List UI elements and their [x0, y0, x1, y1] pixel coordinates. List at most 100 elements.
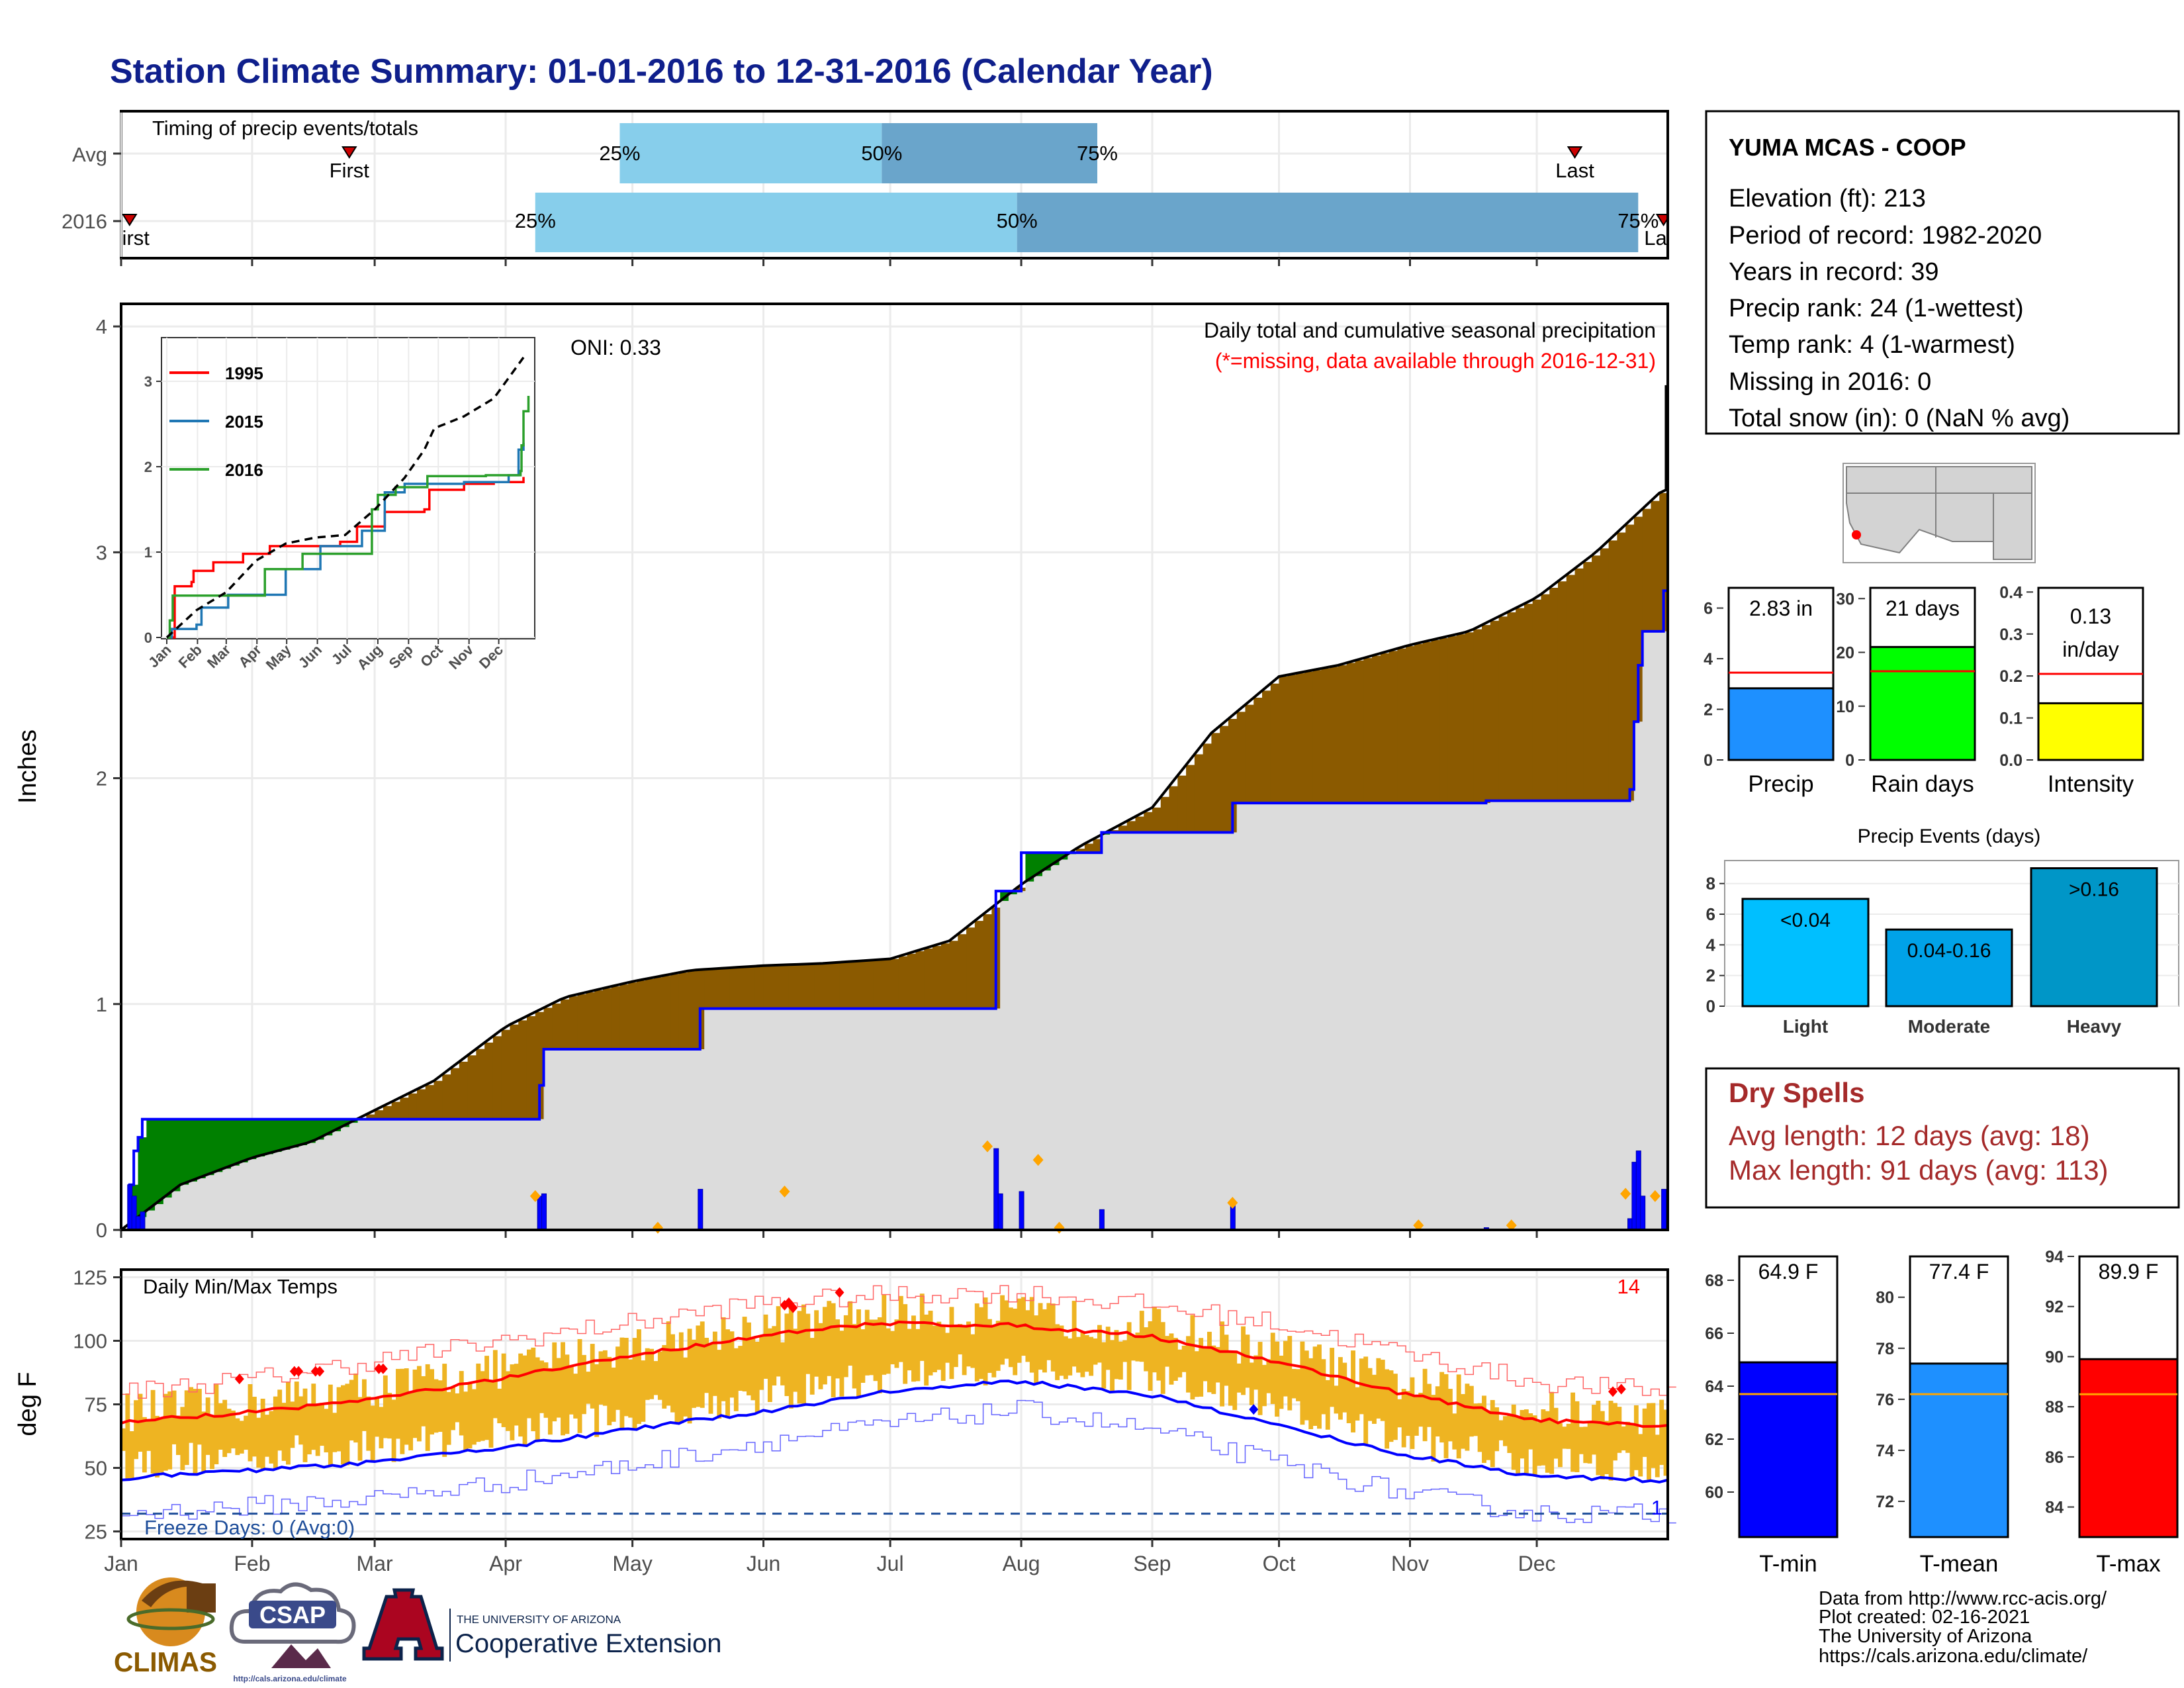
- month-label-11: Dec: [1518, 1552, 1556, 1575]
- temp-lines: [120, 1285, 1676, 1524]
- tmean-summary-label: T-mean: [1920, 1551, 1999, 1577]
- temp-day-bar: [940, 1325, 946, 1382]
- precip-base-segment: [1346, 803, 1356, 1230]
- temp-day-bar: [1659, 1399, 1664, 1466]
- precip-base-segment: [1422, 803, 1432, 1230]
- precip-diff-segment: [1583, 561, 1592, 801]
- temp-day-bar: [518, 1353, 523, 1437]
- temp-day-bar: [1275, 1341, 1280, 1417]
- precip-base-segment: [940, 1008, 950, 1230]
- temp-day-bar: [1532, 1415, 1537, 1476]
- ua-block-a: [362, 1588, 444, 1661]
- precip-base-segment: [1414, 803, 1424, 1230]
- precip-base-segment: [341, 1127, 350, 1230]
- temp-day-bar: [738, 1346, 743, 1391]
- temp-day-bar: [1651, 1403, 1656, 1468]
- temp-day-bar: [1647, 1403, 1651, 1480]
- precip-diff-segment: [645, 979, 655, 1050]
- precip-diff-segment: [797, 964, 807, 1009]
- temp-day-bar: [611, 1367, 616, 1422]
- climas-wordmark: CLIMAS: [114, 1646, 217, 1677]
- temp-day-bar: [1122, 1340, 1128, 1362]
- events-ytick-label-2: 4: [1706, 935, 1716, 955]
- last-label-avg: Last: [1555, 159, 1594, 182]
- precip-base-segment: [1034, 876, 1043, 1230]
- temp-day-bar: [1004, 1300, 1009, 1359]
- tmean-summary-ytick-label-1: 74: [1876, 1442, 1894, 1460]
- footer-line-2: Plot created: 02-16-2021: [1819, 1607, 2030, 1628]
- quartile-box-25-50-2016: [535, 193, 1017, 252]
- timing-marks: 25% 50% 75% First Last 25% 50% 75% First Last: [122, 123, 1666, 252]
- rain-days-summary-ytick-label-3: 30: [1836, 590, 1854, 608]
- precip-diff-segment: [1355, 660, 1364, 804]
- temp-day-bar: [818, 1323, 823, 1389]
- temp-day-bar: [1042, 1309, 1047, 1373]
- precip-base-segment: [1524, 800, 1533, 1230]
- quartile-box-50-75-avg: [882, 123, 1097, 183]
- temp-day-bar: [1013, 1308, 1018, 1376]
- temp-day-bar: [1304, 1350, 1309, 1421]
- precip-base-segment: [1574, 800, 1584, 1230]
- temp-day-bar: [459, 1371, 464, 1436]
- precip-base-segment: [729, 1008, 739, 1230]
- location-map: [1843, 463, 2036, 563]
- events-ytick-label-4: 8: [1706, 874, 1715, 894]
- last-marker-2016: [1655, 214, 1666, 226]
- precip-diff-segment: [1633, 516, 1643, 722]
- precip-diff-segment: [1203, 743, 1212, 833]
- temp-day-bar: [657, 1351, 662, 1400]
- inset-ytick-label-0: 0: [144, 630, 152, 646]
- temp-day-bar: [159, 1418, 164, 1473]
- precip-base-segment: [561, 1049, 570, 1230]
- precip-base-segment: [1270, 803, 1280, 1230]
- precip-base-segment: [357, 1119, 367, 1230]
- precip-base-segment: [189, 1181, 198, 1230]
- precip-diff-segment: [1372, 655, 1381, 804]
- precip-base-segment: [1507, 800, 1516, 1230]
- precip-base-segment: [231, 1165, 240, 1230]
- rain-days-summary-label: Rain days: [1871, 771, 1974, 797]
- precip-diff-segment: [535, 1011, 545, 1119]
- temp-day-bar: [442, 1364, 447, 1457]
- temp-y-axis: 25 50 75 100 125: [73, 1266, 121, 1543]
- precip-diff-segment: [1338, 665, 1347, 804]
- temp-day-bar: [1224, 1335, 1229, 1386]
- precip-diff-segment: [1093, 839, 1102, 853]
- precip-diff-segment: [248, 1119, 257, 1160]
- temp-day-bar: [1592, 1405, 1596, 1455]
- tmean-summary-ytick-label-4: 80: [1876, 1289, 1894, 1307]
- temp-day-bar: [396, 1368, 400, 1439]
- temp-day-bar: [1156, 1309, 1161, 1381]
- month-label-6: Jul: [877, 1552, 904, 1575]
- precip-base-segment: [1659, 631, 1668, 1230]
- precip-diff-segment: [738, 967, 747, 1009]
- temperature-summary-bars: 60 62 64 66 68 T-min 64.9 F 72 74 76 78 80 T-mean 77.…: [1705, 1248, 2179, 1577]
- precip-base-segment: [1025, 881, 1034, 1230]
- temp-day-bar: [864, 1309, 870, 1376]
- temp-day-bar: [416, 1366, 422, 1442]
- record-max-line: [121, 1285, 1676, 1399]
- temp-day-bar: [717, 1350, 722, 1419]
- month-label-8: Sep: [1134, 1552, 1171, 1575]
- temp-day-bar: [623, 1338, 629, 1417]
- precip-base-segment: [1482, 803, 1491, 1230]
- precip-base-segment: [1186, 832, 1195, 1230]
- precip-base-segment: [890, 1008, 899, 1230]
- temp-day-bar: [1101, 1342, 1107, 1389]
- precip-base-segment: [1287, 803, 1297, 1230]
- temp-day-bar: [877, 1317, 882, 1393]
- record-high-marker-4: [315, 1366, 325, 1377]
- precip-diff-segment: [637, 980, 646, 1050]
- precip-summary-bar: [1727, 687, 1835, 761]
- temp-day-bar: [1427, 1383, 1432, 1427]
- temp-day-bar: [886, 1328, 891, 1374]
- precip-diff-segment: [1516, 608, 1525, 801]
- precip-diff-segment: [772, 965, 781, 1009]
- precip-diff-segment: [197, 1119, 206, 1179]
- temp-day-bar: [1574, 1401, 1580, 1472]
- precip-base-segment: [1194, 832, 1204, 1230]
- rain-days-summary-ytick-label-1: 10: [1836, 698, 1854, 716]
- precip-base-segment: [383, 1119, 392, 1230]
- precip-base-segment: [637, 1049, 646, 1230]
- precip-diff-segment: [1287, 675, 1297, 804]
